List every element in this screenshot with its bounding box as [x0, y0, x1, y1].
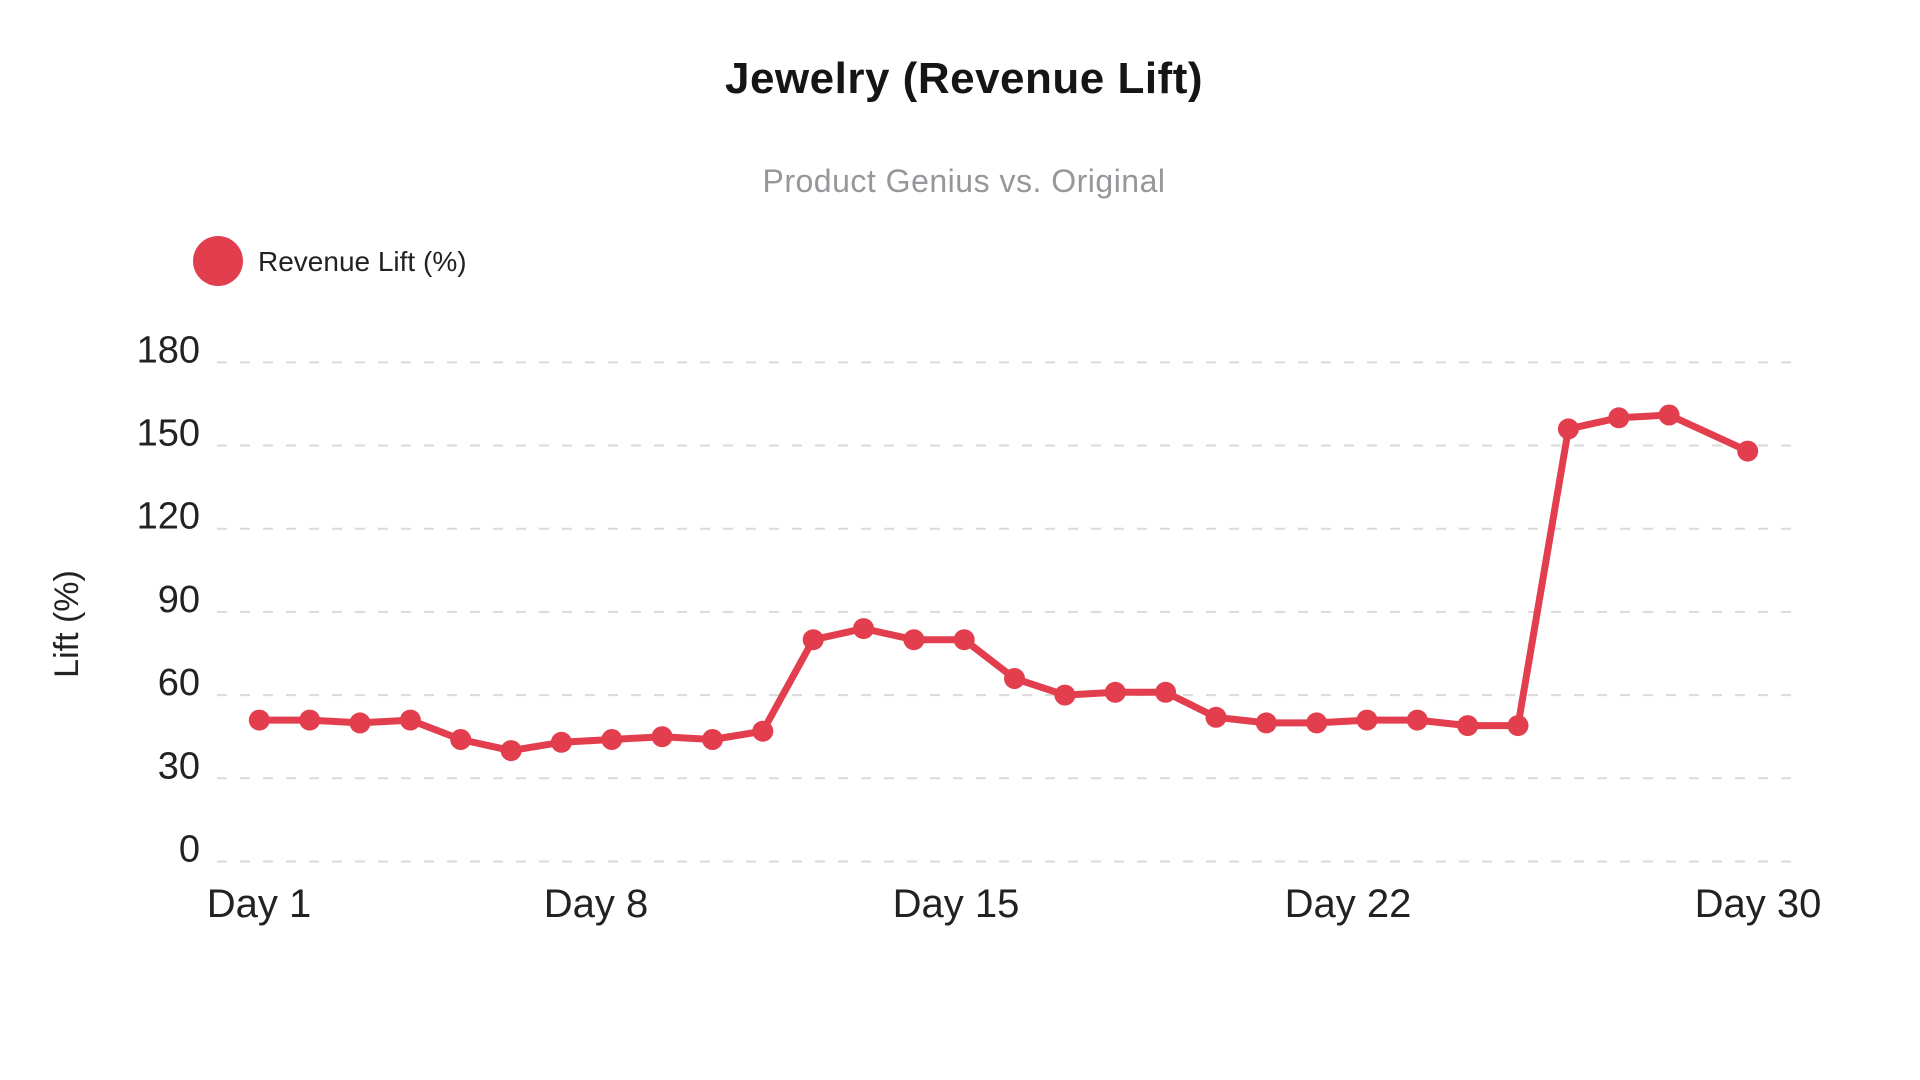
grid-layer — [217, 361, 1791, 863]
y-axis-title: Lift (%) — [48, 570, 86, 678]
legend[interactable]: Revenue Lift (%) — [193, 236, 467, 286]
data-point-day-30[interactable] — [1737, 440, 1759, 462]
data-point-day-23[interactable] — [1356, 709, 1378, 731]
legend-label: Revenue Lift (%) — [258, 246, 467, 277]
data-point-day-14[interactable] — [903, 629, 925, 651]
data-point-day-11[interactable] — [752, 720, 774, 742]
data-point-day-6[interactable] — [500, 740, 522, 762]
x-tick-label-day-15: Day 15 — [893, 882, 1020, 926]
data-point-day-21[interactable] — [1255, 712, 1277, 734]
data-point-day-22[interactable] — [1306, 712, 1328, 734]
chart-title: Jewelry (Revenue Lift) — [725, 54, 1203, 103]
x-tick-label-day-8: Day 8 — [544, 882, 649, 926]
data-point-day-19[interactable] — [1155, 681, 1177, 703]
data-point-day-17[interactable] — [1054, 684, 1076, 706]
chart-subtitle: Product Genius vs. Original — [763, 163, 1166, 199]
data-point-day-28[interactable] — [1608, 407, 1630, 429]
data-point-day-10[interactable] — [702, 729, 723, 750]
y-tick-label-30: 30 — [158, 745, 200, 787]
data-point-day-26[interactable] — [1507, 715, 1529, 737]
data-point-day-3[interactable] — [349, 712, 371, 734]
data-point-day-24[interactable] — [1406, 709, 1428, 731]
y-tick-label-0: 0 — [179, 829, 200, 871]
x-tick-label-day-22: Day 22 — [1285, 882, 1412, 926]
legend-swatch-icon — [193, 236, 243, 286]
revenue-lift-line — [255, 411, 1752, 755]
y-tick-label-90: 90 — [158, 579, 200, 621]
data-point-day-1[interactable] — [248, 709, 270, 731]
y-tick-label-60: 60 — [158, 662, 200, 704]
data-point-day-4[interactable] — [399, 709, 421, 731]
y-tick-labels: 0 30 60 90 120 150 180 — [137, 329, 200, 870]
data-point-day-16[interactable] — [1004, 668, 1025, 689]
data-point-day-29[interactable] — [1658, 404, 1680, 426]
y-tick-label-150: 150 — [137, 413, 200, 455]
x-tick-label-day-1: Day 1 — [207, 882, 312, 926]
data-point-day-5[interactable] — [450, 729, 472, 750]
data-point-day-13[interactable] — [853, 618, 874, 640]
data-point-day-7[interactable] — [550, 731, 572, 753]
data-point-day-2[interactable] — [299, 709, 321, 731]
data-point-day-9[interactable] — [651, 726, 673, 748]
data-point-day-25[interactable] — [1457, 715, 1479, 737]
data-point-day-27[interactable] — [1557, 418, 1579, 440]
data-point-day-8[interactable] — [601, 729, 623, 750]
x-tick-labels: Day 1 Day 8 Day 15 Day 22 Day 30 — [207, 882, 1822, 926]
y-tick-label-120: 120 — [137, 496, 200, 538]
y-tick-label-180: 180 — [137, 329, 200, 371]
data-point-day-18[interactable] — [1104, 681, 1126, 703]
series-layer — [248, 404, 1759, 762]
x-tick-label-day-30: Day 30 — [1695, 882, 1822, 926]
data-point-day-15[interactable] — [953, 629, 975, 651]
data-point-day-12[interactable] — [802, 629, 824, 651]
data-point-day-20[interactable] — [1205, 706, 1227, 728]
